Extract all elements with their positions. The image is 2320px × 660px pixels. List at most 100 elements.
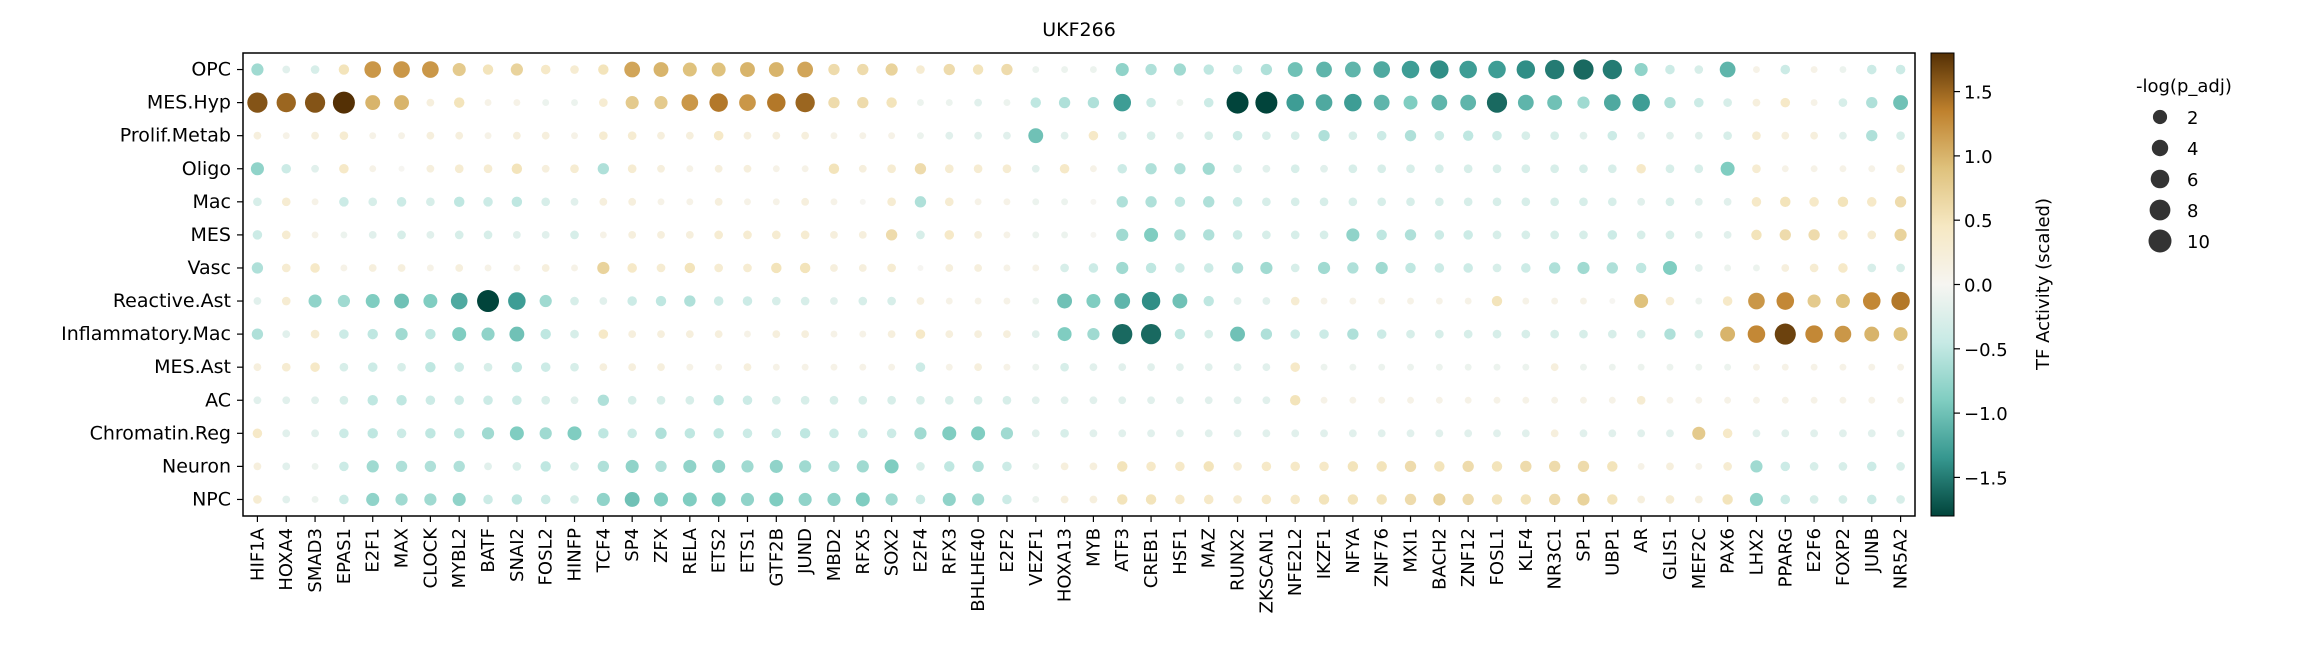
dot-MES.Ast-MAX <box>397 362 406 372</box>
dot-Reactive.Ast-MYB <box>1086 294 1101 309</box>
dot-Reactive.Ast-E2F1 <box>365 294 380 309</box>
dot-MES-FOXP2 <box>1838 230 1848 240</box>
dot-Reactive.Ast-CLOCK <box>423 294 438 309</box>
dot-Oligo-BACH2 <box>1435 164 1444 174</box>
dot-MES.Hyp-ETS1 <box>739 94 756 111</box>
dot-Neuron-IKZF1 <box>1319 461 1329 472</box>
dot-AC-ETS2 <box>713 395 724 406</box>
dot-NPC-HSF1 <box>1175 494 1185 505</box>
dot-Oligo-HOXA4 <box>281 163 292 174</box>
dot-Inflammatory.Mac-E2F1 <box>367 328 378 340</box>
dot-Neuron-NFE2L2 <box>1290 461 1300 472</box>
dot-Vasc-HINFP <box>571 264 578 272</box>
dot-Chromatin.Reg-GLIS1 <box>1666 429 1674 438</box>
dot-Chromatin.Reg-HIF1A <box>252 428 263 439</box>
dot-Inflammatory.Mac-SP1 <box>1579 329 1588 339</box>
dot-MES.Ast-FOSL1 <box>1493 363 1501 371</box>
dot-NPC-FOXP2 <box>1838 495 1848 504</box>
dot-Chromatin.Reg-NR5A2 <box>1896 429 1905 438</box>
dot-MES.Ast-MXI1 <box>1407 363 1414 371</box>
dot-NPC-MEF2C <box>1694 495 1703 504</box>
dot-Oligo-SMAD3 <box>311 164 319 173</box>
row-label: Vasc <box>187 257 231 279</box>
dot-Chromatin.Reg-FOSL1 <box>1493 429 1501 438</box>
dot-Chromatin.Reg-ETS2 <box>713 428 724 439</box>
dot-Reactive.Ast-BHLHE40 <box>974 297 982 305</box>
dot-MES.Ast-HINFP <box>570 362 579 372</box>
dot-MES-UBP1 <box>1607 230 1618 240</box>
dot-OPC-NR3C1 <box>1544 59 1565 80</box>
dot-Neuron-TCF4 <box>597 460 610 473</box>
dot-Inflammatory.Mac-PPARG <box>1774 323 1796 345</box>
dot-Inflammatory.Mac-ETS2 <box>714 330 723 338</box>
dot-Vasc-JUNB <box>1867 263 1877 273</box>
dot-OPC-E2F2 <box>1001 63 1013 76</box>
dot-Oligo-E2F4 <box>914 163 927 175</box>
dot-Oligo-FOSL2 <box>541 164 550 173</box>
dot-Neuron-RUNX2 <box>1233 462 1242 471</box>
dot-Prolif.Metab-MAZ <box>1204 131 1214 141</box>
dot-Chromatin.Reg-HOXA4 <box>282 429 291 438</box>
dot-MES-RUNX2 <box>1232 230 1243 240</box>
dot-AC-BATF <box>483 395 493 406</box>
dot-Vasc-GTF2B <box>771 262 782 274</box>
dot-Oligo-EPAS1 <box>339 163 349 174</box>
dot-OPC-IKZF1 <box>1316 61 1332 78</box>
dot-Neuron-NR5A2 <box>1896 462 1905 471</box>
dot-Prolif.Metab-MEF2C <box>1694 131 1703 140</box>
dot-Chromatin.Reg-MAX <box>396 428 407 439</box>
dot-Reactive.Ast-HOXA13 <box>1057 293 1073 309</box>
dot-Chromatin.Reg-ZNF12 <box>1464 429 1473 438</box>
dot-OPC-RUNX2 <box>1232 64 1243 75</box>
dot-Vasc-E2F4 <box>917 264 924 271</box>
size-legend-dot <box>2152 109 2168 125</box>
dot-MES.Ast-FOSL2 <box>540 362 551 372</box>
dot-Inflammatory.Mac-VEZF1 <box>1031 330 1040 338</box>
colorbar-tick-label: 1.5 <box>1964 83 1993 104</box>
dot-OPC-NR5A2 <box>1895 64 1906 75</box>
dot-Vasc-BACH2 <box>1434 263 1445 273</box>
dot-Oligo-E2F2 <box>1002 164 1012 174</box>
dot-Inflammatory.Mac-FOSL1 <box>1492 329 1502 339</box>
column-label: ZNF76 <box>1372 528 1393 587</box>
dot-MES.Ast-HOXA13 <box>1060 362 1069 372</box>
dot-Neuron-SOX2 <box>884 459 899 474</box>
dot-Inflammatory.Mac-MEF2C <box>1694 329 1704 339</box>
dot-MES.Ast-ZNF12 <box>1464 363 1472 371</box>
dot-OPC-FOSL2 <box>540 64 551 75</box>
dot-AC-E2F6 <box>1810 396 1818 404</box>
dot-Prolif.Metab-MAX <box>398 132 405 140</box>
dot-AC-GLIS1 <box>1666 396 1674 404</box>
dot-AC-HINFP <box>570 396 579 405</box>
dot-MES.Hyp-VEZF1 <box>1030 97 1041 108</box>
row-labels: OPC MES.Hyp Prolif.Metab Oligo Mac MES Vasc Rea… <box>61 59 243 510</box>
column-label: BATF <box>478 528 499 573</box>
row-label: Neuron <box>162 455 231 477</box>
dot-OPC-RFX3 <box>943 63 955 76</box>
dot-OPC-EPAS1 <box>338 64 350 75</box>
dot-Vasc-NR5A2 <box>1896 263 1905 273</box>
dot-MES.Ast-MAZ <box>1204 363 1213 372</box>
dot-Neuron-E2F4 <box>916 462 925 471</box>
dot-Vasc-ZFX <box>656 263 666 273</box>
dot-Prolif.Metab-BATF <box>484 132 492 140</box>
dot-Chromatin.Reg-EPAS1 <box>339 428 349 439</box>
dot-Mac-E2F4 <box>914 196 927 208</box>
dot-Chromatin.Reg-VEZF1 <box>1031 429 1040 438</box>
dot-Neuron-FOXP2 <box>1838 462 1848 471</box>
dot-OPC-RELA <box>682 62 697 77</box>
dot-Chromatin.Reg-IKZF1 <box>1320 429 1328 438</box>
dot-Chromatin.Reg-ATF3 <box>1118 429 1127 438</box>
dot-Inflammatory.Mac-NR5A2 <box>1893 327 1908 342</box>
dot-Mac-UBP1 <box>1607 197 1617 207</box>
dot-Prolif.Metab-SOX2 <box>888 132 896 140</box>
dot-Oligo-E2F6 <box>1810 165 1818 173</box>
dot-Neuron-E2F1 <box>366 460 379 473</box>
dot-AC-CLOCK <box>425 395 436 406</box>
dot-MES.Hyp-NFE2L2 <box>1286 93 1304 112</box>
dot-Mac-ZNF12 <box>1463 197 1473 207</box>
dot-Mac-ZNF76 <box>1377 197 1387 207</box>
row-label: Reactive.Ast <box>113 290 231 312</box>
row-label: MES <box>191 224 231 246</box>
dot-NPC-SNAI2 <box>511 494 523 505</box>
